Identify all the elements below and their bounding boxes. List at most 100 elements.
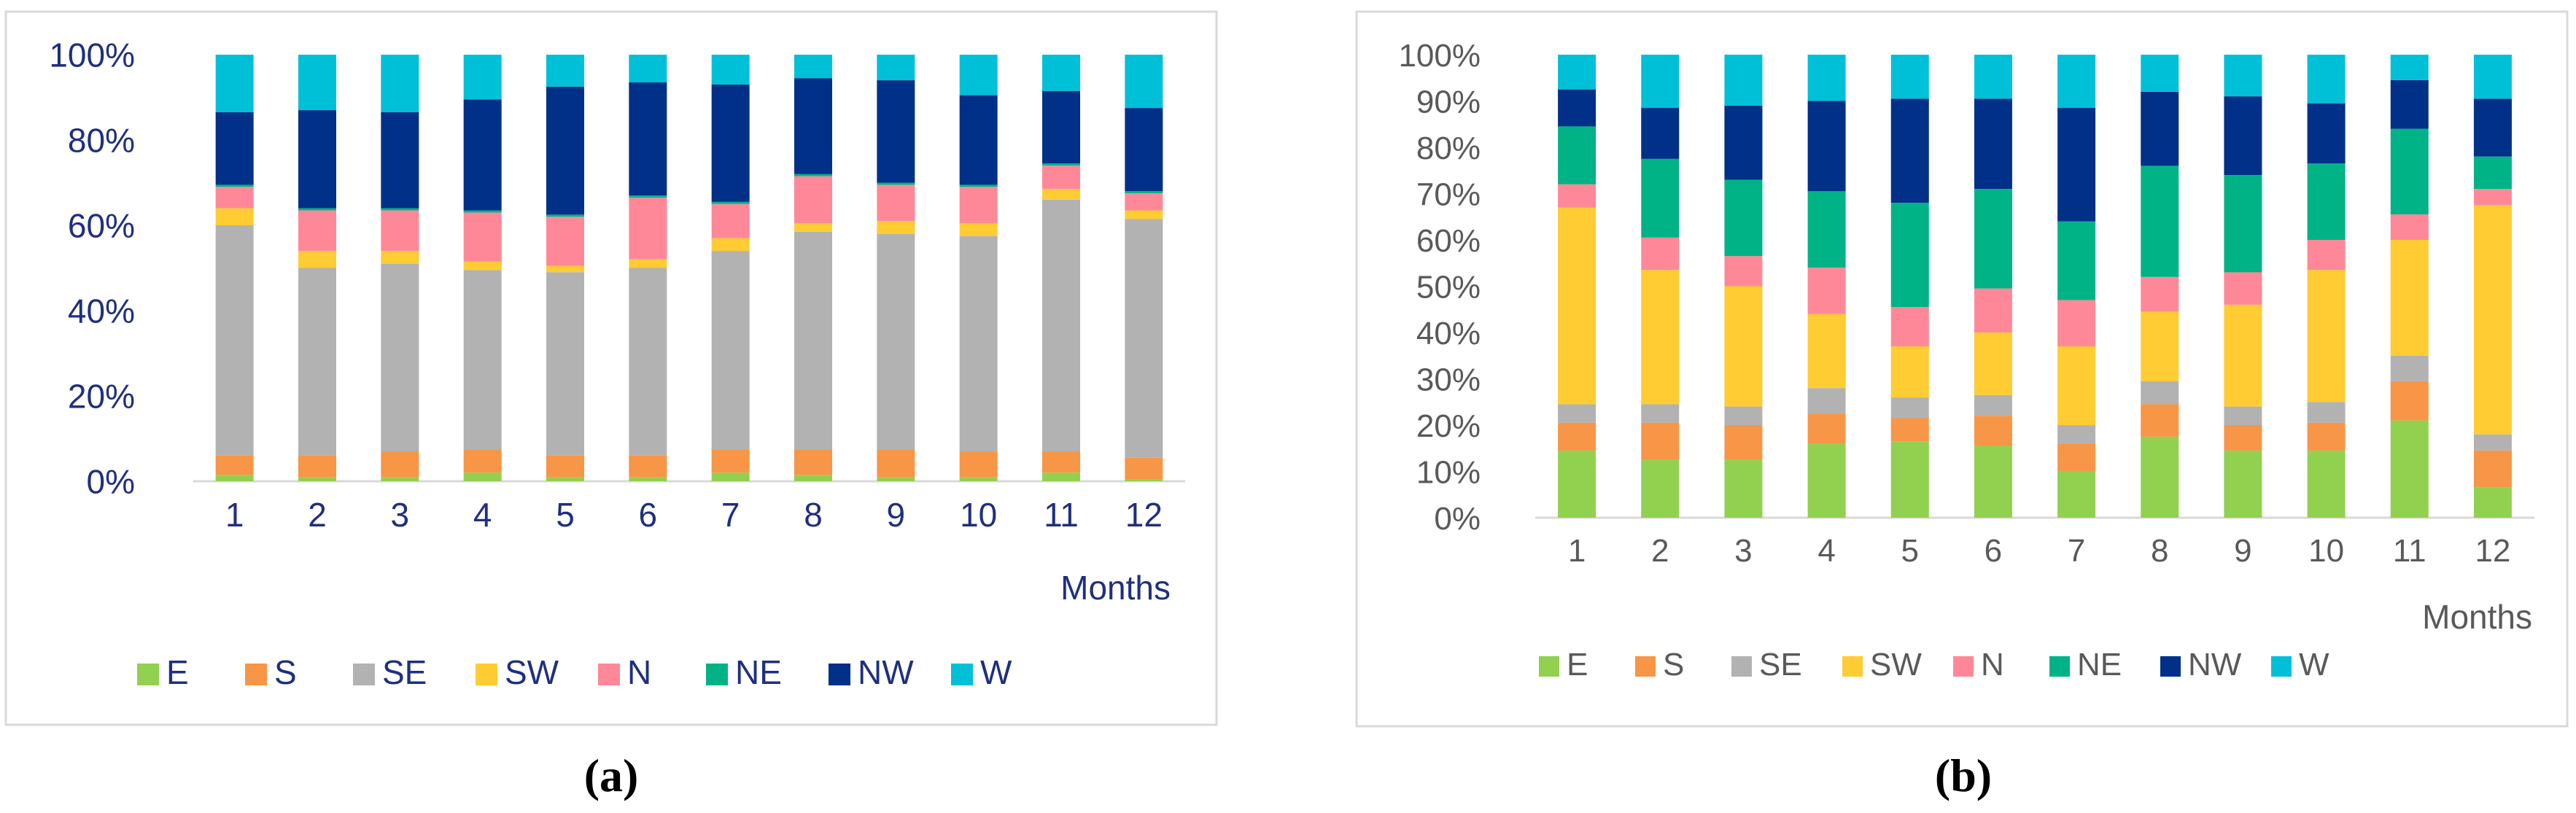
chart-b-bar-SW-m5 [1890,346,1929,397]
chart-a: 0%20%40%60%80%100% 1 2 3 4 5 6 7 8 9 10 11 12 Month… [49,36,1185,801]
chart-b-bar-W-m4 [1807,55,1846,101]
chart-b-ytick-label: 30% [1416,362,1481,397]
chart-b-bar-S-m2 [1641,422,1680,460]
chart-a-bar-SW-m7 [711,238,750,252]
chart-a-bar-NW-m11 [1042,90,1080,164]
chart-a-bar-S-m4 [463,449,502,473]
chart-a-bar-N-m11 [1042,166,1080,190]
chart-a-ytick-label: 60% [68,207,135,245]
chart-b-legend-marker-SW [1842,656,1863,677]
chart-a-xtick-label: 7 [721,496,740,534]
chart-b-bar-NE-m8 [2141,166,2179,277]
chart-b-bar-S-m1 [1558,422,1597,451]
chart-a-xtick-label: 12 [1125,496,1163,534]
chart-b-ytick-label: 0% [1434,501,1481,537]
chart-b-xtick-label: 6 [1985,533,2002,569]
chart-b-bar-E-m3 [1724,459,1763,518]
chart-a-xlabel: Months [1060,569,1171,607]
chart-a-bar-W-m8 [794,55,832,79]
chart-b-bar-S-m4 [1807,413,1846,444]
chart-a-bar-S-m3 [381,451,419,478]
chart-b-bar-NW-m9 [2224,96,2262,176]
chart-a-legend-marker-E [137,664,159,685]
chart-a-legend-marker-N [598,664,620,685]
chart-a-bar-W-m12 [1125,55,1163,109]
chart-a-bar-SE-m6 [629,268,667,456]
chart-b-bar-SW-m11 [2390,240,2429,356]
chart-a-bar-SW-m4 [463,261,502,271]
chart-b-bar-E-m1 [1558,450,1597,518]
chart-b-xtick-label: 4 [1817,533,1835,569]
chart-b-xtick-label: 10 [2308,533,2344,569]
chart-b-bar-NW-m3 [1724,105,1763,180]
chart-b-bar-S-m6 [1974,416,2012,446]
chart-b-xlabel: Months [2422,598,2532,636]
chart-a-xtick-label: 6 [639,496,658,534]
chart-a-bar-N-m10 [959,187,998,224]
chart-b-bar-N-m1 [1558,184,1597,208]
chart-a-bar-W-m10 [959,55,998,96]
chart-b-xtick-label: 1 [1568,533,1586,569]
chart-b-bar-S-m7 [2057,443,2096,472]
chart-a-xtick-label: 5 [556,496,575,534]
chart-a-bar-NE-m1 [215,184,254,187]
chart-b-bar-E-m9 [2224,450,2262,518]
chart-b-bar-E-m11 [2390,420,2429,518]
chart-b-legend-label-N: N [1981,647,2004,682]
chart-a-bar-NW-m5 [546,86,584,215]
chart-b-bar-NW-m12 [2473,98,2512,157]
chart-b-xtick-label: 7 [2068,533,2085,569]
chart-a-legend-label-E: E [166,653,189,691]
chart-b-legend-label-NW: NW [2188,647,2242,682]
chart-b-bar-N-m7 [2057,300,2096,347]
chart-a-bar-SW-m6 [629,259,667,268]
chart-b-bar-NE-m3 [1724,179,1763,257]
chart-b-ytick-label: 90% [1416,84,1481,120]
chart-a-bar-E-m8 [794,475,832,481]
chart-a-xtick-label: 8 [804,496,823,534]
chart-b-bar-W-m6 [1974,55,2012,99]
chart-a-ytick-label: 0% [87,463,135,501]
chart-b-legend-marker-NW [2160,656,2181,677]
chart-a-bar-E-m12 [1125,479,1163,481]
chart-b-bar-NW-m10 [2307,103,2346,164]
chart-b-bar-N-m12 [2473,189,2512,206]
chart-b-bar-NE-m9 [2224,175,2262,273]
chart-a-bar-S-m2 [298,455,336,478]
chart-a-bar-SE-m11 [1042,199,1080,452]
chart-a-legend-marker-SE [353,664,375,685]
chart-a-bar-E-m10 [959,477,998,481]
chart-b-legend-label-NE: NE [2077,647,2122,682]
chart-a-bar-E-m4 [463,472,502,481]
chart-b-legend-marker-N [1953,656,1974,677]
chart-b-legend-marker-W [2271,656,2292,677]
chart-a-bar-SW-m2 [298,251,336,268]
chart-a-legend-marker-NE [706,664,728,685]
chart-b-bar-SE-m7 [2057,425,2096,444]
chart-a-bar-S-m8 [794,449,832,475]
chart-a-bar-N-m4 [463,212,502,262]
chart-a-bar-E-m5 [546,477,584,481]
chart-a-legend-label-N: N [627,653,651,691]
chart-a-bar-N-m12 [1125,193,1163,211]
chart-b-bar-NE-m4 [1807,191,1846,268]
chart-a-bar-NE-m12 [1125,191,1163,194]
chart-a-bar-SE-m3 [381,263,419,452]
chart-b-bar-E-m8 [2141,436,2179,518]
chart-a-bar-W-m4 [463,55,502,100]
chart-a-bar-S-m11 [1042,451,1080,473]
chart-a-frame [4,10,1218,726]
chart-b-bar-NE-m5 [1890,203,1929,308]
chart-a-bar-W-m11 [1042,55,1080,91]
chart-a-bar-SE-m12 [1125,219,1163,458]
chart-b-bar-SE-m12 [2473,434,2512,451]
chart-b-bar-SE-m3 [1724,406,1763,425]
chart-b-bar-W-m11 [2390,55,2429,80]
chart-b-bar-SW-m9 [2224,304,2262,407]
chart-b-bar-NE-m12 [2473,156,2512,190]
chart-a-bar-S-m9 [877,449,915,478]
chart-a-bar-N-m2 [298,210,336,252]
chart-b-ytick-label: 40% [1416,316,1481,351]
chart-b-legend-label-E: E [1567,647,1588,682]
